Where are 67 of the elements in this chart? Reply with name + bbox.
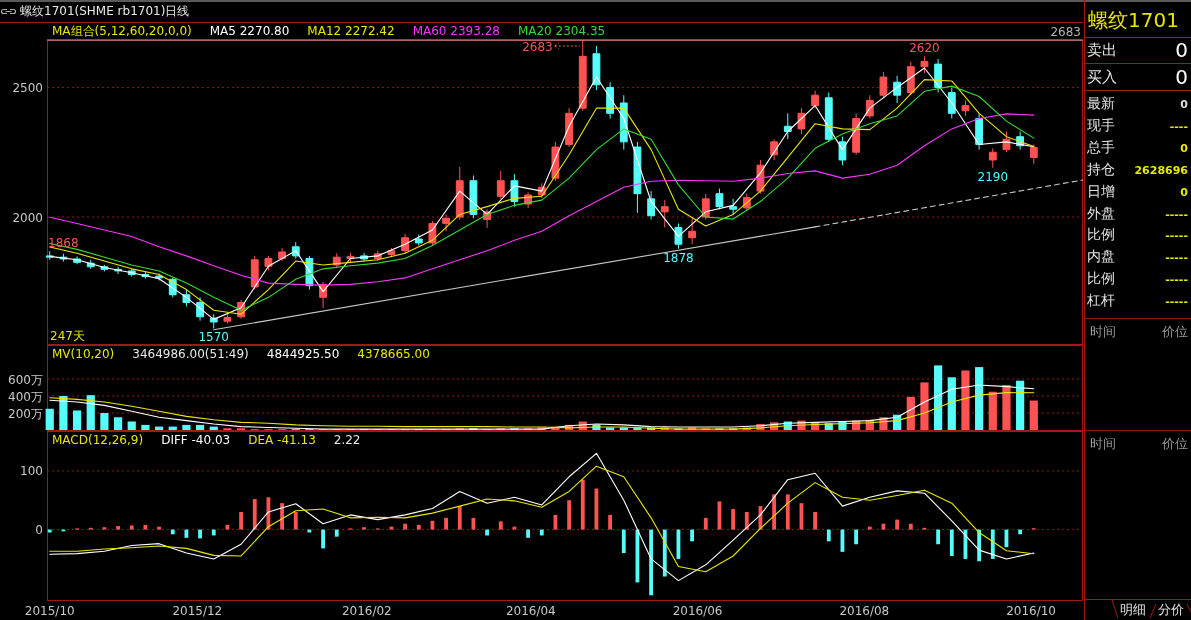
- text: ----: [1169, 119, 1188, 133]
- annotation: 1570: [198, 330, 230, 345]
- category-label: 比例: [1087, 270, 1115, 287]
- category-label: 现手: [1087, 116, 1115, 133]
- y-tick-label: 2000: [12, 210, 43, 225]
- annotation: 2683: [522, 40, 553, 54]
- text: -----: [1165, 295, 1188, 309]
- annotation: 2620: [909, 41, 940, 56]
- legend-title: MACD(12,26,9): [52, 433, 144, 447]
- chart-title: 螺纹1701(SHME rb1701)日线: [20, 4, 190, 18]
- y-tick-label: 100: [20, 464, 43, 479]
- text: 2628696: [1134, 163, 1188, 177]
- text: 分价: [1158, 602, 1184, 617]
- annotation: 1878: [663, 250, 694, 265]
- category-label: 买入: [1087, 68, 1117, 86]
- category-label: 内盘: [1087, 248, 1115, 265]
- annotation: 2190: [977, 169, 1009, 184]
- x-tick-label: 2016/08: [839, 604, 890, 618]
- x-tick-label: 2016/10: [1006, 604, 1056, 618]
- text: 0: [1180, 98, 1188, 111]
- text: 时间: [1090, 435, 1116, 451]
- category-label: 卖出: [1087, 41, 1117, 59]
- text: 明细: [1120, 602, 1146, 617]
- annotation: 247天: [50, 329, 85, 343]
- text: MA60 2393.28: [412, 24, 500, 38]
- text: 0: [1180, 185, 1188, 199]
- y-tick-label: 2500: [12, 80, 43, 95]
- category-label: 总手: [1086, 138, 1115, 155]
- text: MA5 2270.80: [209, 24, 290, 38]
- text: 4844925.50: [266, 347, 340, 361]
- legend-title: MA组合(5,12,60,20,0,0): [52, 24, 192, 38]
- text: DEA -41.13: [248, 433, 316, 447]
- category-label: 日增: [1087, 182, 1115, 199]
- x-tick-label: 2015/10: [24, 604, 75, 618]
- annotation: 3464986.00(51:49): [132, 347, 249, 361]
- text: -----: [1165, 229, 1188, 243]
- category-label: 杠杆: [1086, 292, 1115, 309]
- annotation: 1868: [48, 236, 79, 251]
- text: -----: [1165, 273, 1188, 287]
- y-tick-label: 600万: [8, 372, 43, 387]
- x-tick-label: 2016/04: [505, 604, 556, 618]
- text: 价位: [1161, 435, 1188, 451]
- x-tick-label: 2016/02: [341, 604, 392, 618]
- text: 0: [1180, 141, 1188, 155]
- text: 螺纹1701: [1088, 8, 1179, 32]
- text: 价位: [1161, 323, 1188, 339]
- text: 4378665.00: [357, 347, 430, 361]
- text: DIFF -40.03: [161, 433, 231, 447]
- text: MA20 2304.35: [517, 24, 606, 38]
- y-tick-label: 0: [35, 523, 43, 538]
- text: MA12 2272.42: [307, 24, 395, 38]
- category-label: 比例: [1087, 226, 1115, 243]
- legend-title: MV(10,20): [52, 347, 115, 361]
- text: 0: [1175, 38, 1188, 62]
- category-label: 最新: [1087, 95, 1115, 111]
- category-label: 持仓: [1087, 160, 1115, 177]
- category-label: 外盘: [1087, 204, 1115, 221]
- text: -----: [1165, 207, 1188, 221]
- ref-line-label: 2683: [1050, 25, 1081, 39]
- x-tick-label: 2016/06: [672, 604, 723, 618]
- text: -----: [1165, 251, 1188, 265]
- x-tick-label: 2015/12: [172, 604, 223, 618]
- y-tick-label: 200万: [8, 406, 43, 421]
- text: 0: [1175, 65, 1188, 89]
- y-tick-label: 400万: [8, 389, 43, 404]
- text: 时间: [1090, 323, 1116, 339]
- annotation: 2.22: [333, 433, 361, 447]
